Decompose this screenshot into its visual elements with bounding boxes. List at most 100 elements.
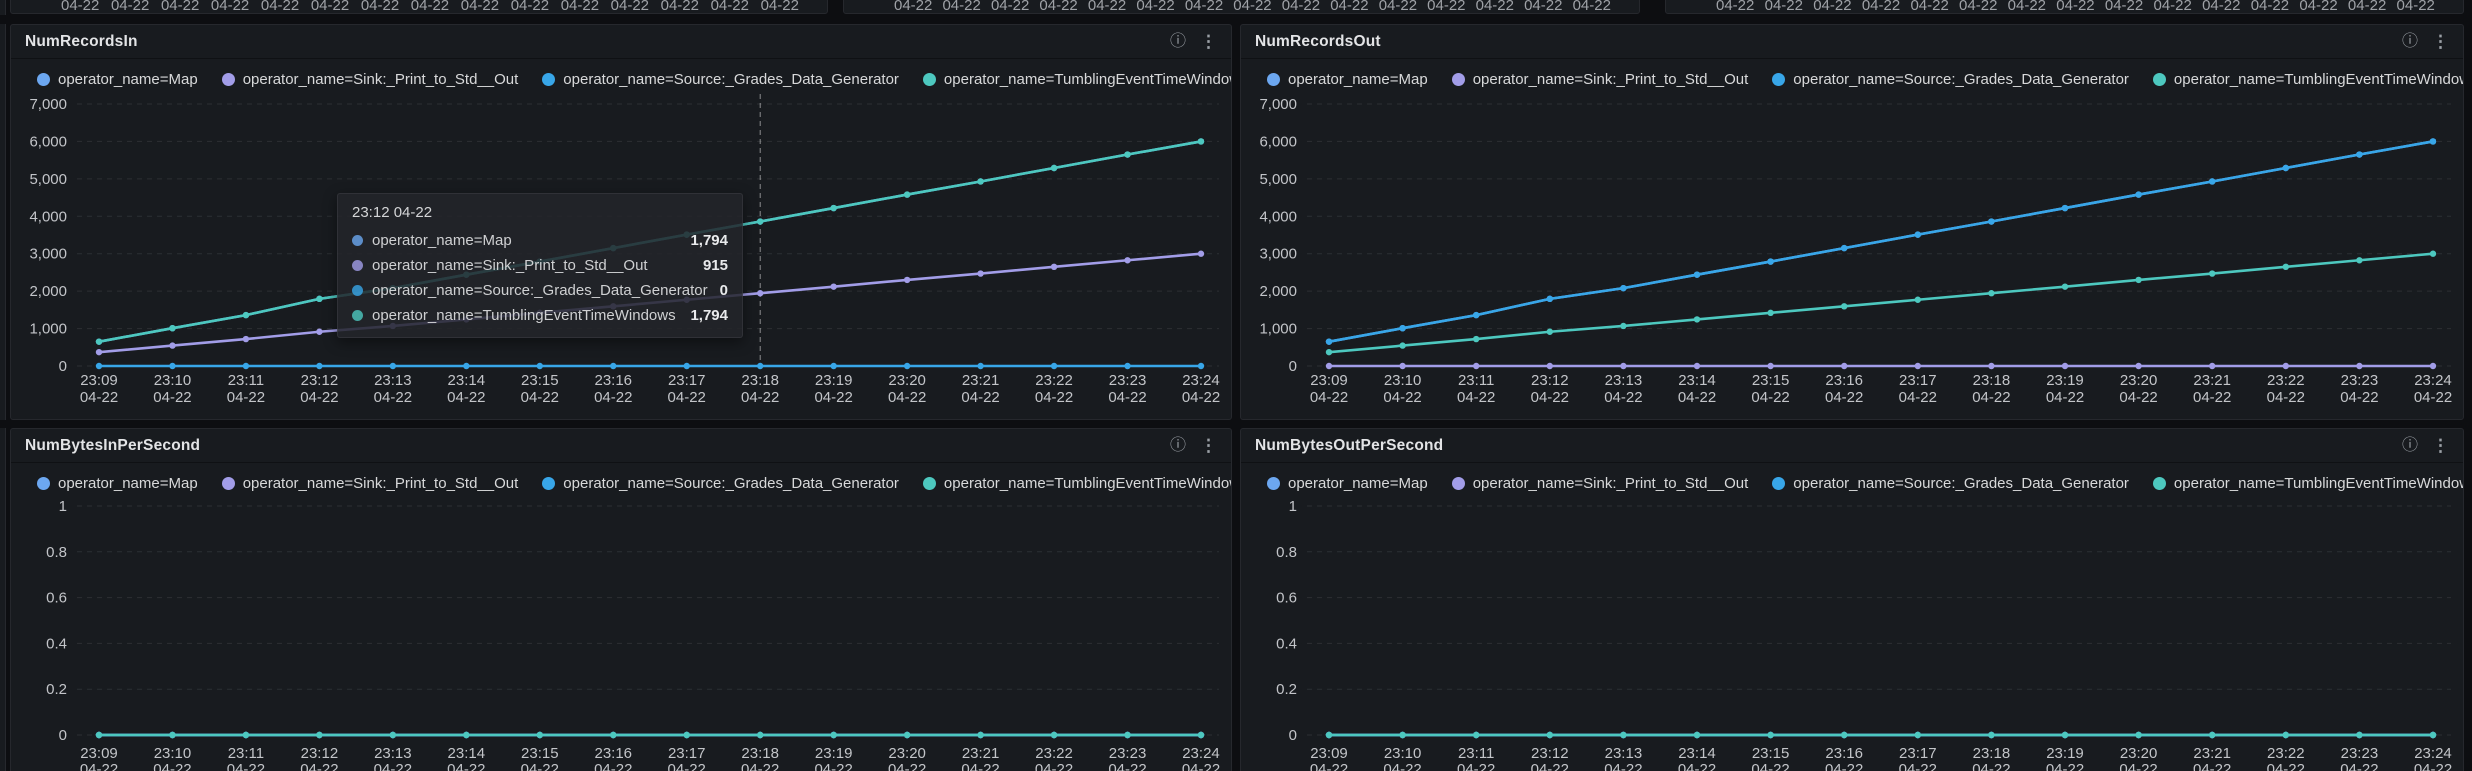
legend-item-source[interactable]: operator_name=Source:_Grades_Data_Genera… xyxy=(542,475,899,492)
panel-menu-icon[interactable]: ⋮ xyxy=(2432,32,2449,51)
legend-item-sink[interactable]: operator_name=Sink:_Print_to_Std__Out xyxy=(1451,70,1749,88)
panel-title: NumBytesOutPerSecond xyxy=(1255,436,1444,454)
svg-text:23:10: 23:10 xyxy=(154,372,192,389)
legend: operator_name=Map operator_name=Sink:_Pri… xyxy=(1267,65,2463,93)
svg-text:04-22: 04-22 xyxy=(2046,761,2084,771)
svg-text:04-22: 04-22 xyxy=(1825,389,1863,406)
x-axis-date-label: 04-22 xyxy=(260,0,300,10)
panel-menu-icon[interactable]: ⋮ xyxy=(2432,436,2449,455)
x-axis-date-label: 04-22 xyxy=(61,0,100,10)
panel-menu-icon[interactable]: ⋮ xyxy=(1200,436,1217,455)
svg-text:0.4: 0.4 xyxy=(1276,635,1297,652)
tooltip-row: operator_name=Map 1,794 xyxy=(352,228,728,253)
svg-text:1: 1 xyxy=(1289,498,1297,515)
info-icon[interactable]: ⓘ xyxy=(2401,436,2418,454)
legend-label: operator_name=TumblingEventTimeWindows xyxy=(943,70,1232,88)
legend-item-tumbling[interactable]: operator_name=TumblingEventTimeWindows xyxy=(922,70,1232,88)
svg-text:0.6: 0.6 xyxy=(1276,590,1297,607)
svg-text:23:22: 23:22 xyxy=(1035,745,1073,762)
legend-item-source[interactable]: operator_name=Source:_Grades_Data_Genera… xyxy=(1772,71,2129,88)
svg-text:23:17: 23:17 xyxy=(668,745,706,762)
svg-text:23:19: 23:19 xyxy=(2046,745,2084,762)
svg-text:04-22: 04-22 xyxy=(1457,389,1495,406)
legend-item-sink[interactable]: operator_name=Sink:_Print_to_Std__Out xyxy=(221,474,519,492)
legend-item-map[interactable]: operator_name=Map xyxy=(37,475,198,492)
svg-text:23:11: 23:11 xyxy=(228,372,264,389)
svg-text:04-22: 04-22 xyxy=(1678,389,1716,406)
legend-label: operator_name=TumblingEventTimeWindows xyxy=(2173,70,2464,88)
svg-text:23:18: 23:18 xyxy=(1973,372,2011,389)
legend-label: operator_name=Map xyxy=(58,474,198,492)
svg-text:6,000: 6,000 xyxy=(1259,133,1297,150)
info-icon[interactable]: ⓘ xyxy=(2401,32,2418,50)
svg-text:04-22: 04-22 xyxy=(668,761,706,771)
svg-text:4,000: 4,000 xyxy=(1259,208,1297,225)
svg-text:0.6: 0.6 xyxy=(46,590,67,607)
series-color-dot xyxy=(1267,72,1280,86)
legend-item-sink[interactable]: operator_name=Sink:_Print_to_Std__Out xyxy=(1451,475,1748,492)
x-axis-date-label: 04-22 xyxy=(1572,0,1611,10)
svg-text:23:10: 23:10 xyxy=(154,745,192,762)
svg-text:23:19: 23:19 xyxy=(815,745,853,762)
svg-text:04-22: 04-22 xyxy=(447,389,485,406)
x-axis-date-label: 04-22 xyxy=(2250,0,2290,10)
legend-item-map[interactable]: operator_name=Map xyxy=(37,71,198,88)
legend-item-map[interactable]: operator_name=Map xyxy=(1267,71,1428,88)
x-axis-date-label: 04-22 xyxy=(760,0,799,10)
x-axis-date-label: 04-22 xyxy=(410,0,450,10)
svg-text:23:12: 23:12 xyxy=(1531,372,1569,389)
legend-item-tumbling[interactable]: operator_name=TumblingEventTimeWindows xyxy=(2152,70,2464,88)
legend-label: operator_name=Sink:_Print_to_Std__Out xyxy=(1472,70,1749,88)
legend-label: operator_name=Source:_Grades_Data_Genera… xyxy=(563,70,899,88)
x-axis-date-labels: 04-22 04-22 04-22 04-22 04-22 04-22 04-22 04-22… xyxy=(844,0,1639,10)
legend-item-sink[interactable]: operator_name=Sink:_Print_to_Std__Out xyxy=(221,71,518,88)
legend-item-tumbling[interactable]: operator_name=TumblingEventTimeWindows xyxy=(922,474,1232,492)
chart-numrecordsin[interactable]: 0 1,000 2,000 3,000 4,000 5,000 6,000 7,000 23:0… xyxy=(11,25,1232,420)
svg-text:04-22: 04-22 xyxy=(1825,761,1863,771)
legend-item-tumbling[interactable]: operator_name=TumblingEventTimeWindows xyxy=(2152,475,2463,492)
svg-text:04-22: 04-22 xyxy=(741,389,779,406)
svg-text:23:17: 23:17 xyxy=(1899,745,1937,762)
x-axis-date-label: 04-22 xyxy=(1136,0,1175,10)
svg-text:23:14: 23:14 xyxy=(1678,372,1716,389)
svg-text:5,000: 5,000 xyxy=(1259,171,1297,188)
legend-item-map[interactable]: operator_name=Map xyxy=(1267,475,1428,492)
svg-text:04-22: 04-22 xyxy=(1383,761,1421,771)
chart-numbytesoutpersecond[interactable]: 00.20.40.60.8123:0904-2223:1004-2223:110… xyxy=(1241,429,2464,771)
x-axis-date-label: 04-22 xyxy=(1427,0,1466,10)
svg-text:23:12: 23:12 xyxy=(1531,745,1569,762)
svg-text:04-22: 04-22 xyxy=(1310,389,1348,406)
svg-text:23:15: 23:15 xyxy=(1752,745,1790,762)
svg-text:0: 0 xyxy=(1289,358,1297,375)
x-axis-date-label: 04-22 xyxy=(1524,0,1563,10)
svg-text:04-22: 04-22 xyxy=(1108,389,1146,406)
svg-text:23:15: 23:15 xyxy=(1752,372,1790,389)
panel-header: NumBytesOutPerSecond ⓘ ⋮ xyxy=(1241,429,2463,463)
legend-label: operator_name=TumblingEventTimeWindows xyxy=(943,474,1232,492)
legend-item-source[interactable]: operator_name=Source:_Grades_Data_Genera… xyxy=(1772,475,2129,492)
info-icon[interactable]: ⓘ xyxy=(1169,32,1186,50)
series-color-dot xyxy=(352,285,363,296)
svg-text:04-22: 04-22 xyxy=(2340,389,2378,406)
legend-item-source[interactable]: operator_name=Source:_Grades_Data_Genera… xyxy=(542,71,899,88)
series-color-dot xyxy=(1772,476,1786,490)
panel-menu-icon[interactable]: ⋮ xyxy=(1200,32,1217,51)
svg-text:04-22: 04-22 xyxy=(594,389,632,406)
chart-numrecordsout[interactable]: 0 1,000 2,000 3,000 4,000 5,000 6,000 7,000 23:0… xyxy=(1241,25,2464,420)
info-icon[interactable]: ⓘ xyxy=(1169,436,1186,454)
tooltip-series-value: 915 xyxy=(702,257,728,274)
series-color-dot xyxy=(2152,476,2166,490)
legend-label: operator_name=Sink:_Print_to_Std__Out xyxy=(242,474,519,492)
svg-text:04-22: 04-22 xyxy=(1972,389,2010,406)
chart-numbytesinpersecond[interactable]: 00.20.40.60.8123:0904-2223:1004-2223:110… xyxy=(11,429,1232,771)
svg-text:04-22: 04-22 xyxy=(1182,389,1220,406)
x-axis-date-label: 04-22 xyxy=(1087,0,1127,10)
svg-text:23:18: 23:18 xyxy=(1973,745,2011,762)
svg-text:04-22: 04-22 xyxy=(2340,761,2378,771)
svg-text:5,000: 5,000 xyxy=(29,171,67,188)
svg-text:04-22: 04-22 xyxy=(2414,761,2452,771)
series-color-dot xyxy=(1772,72,1786,86)
svg-text:04-22: 04-22 xyxy=(1108,761,1146,771)
svg-text:04-22: 04-22 xyxy=(668,389,706,406)
panel-title: NumRecordsOut xyxy=(1255,32,1381,50)
